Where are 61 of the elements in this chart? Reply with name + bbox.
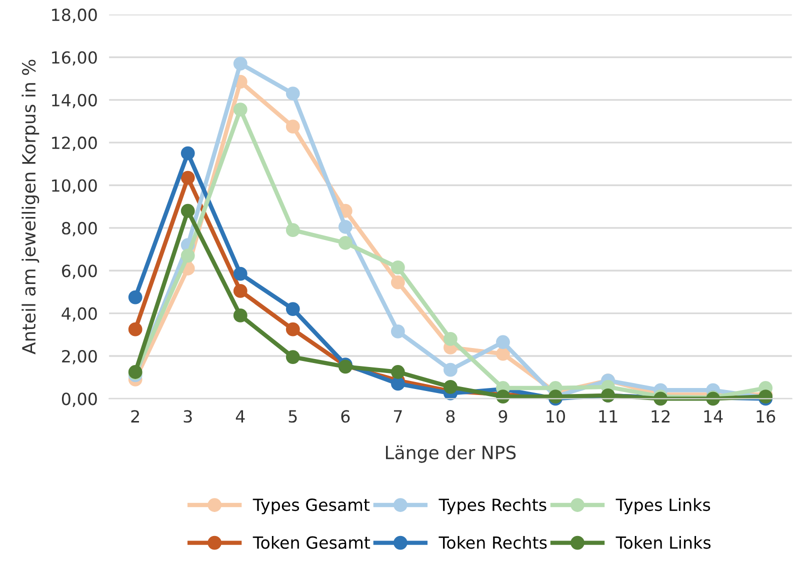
point — [390, 260, 405, 274]
point — [286, 86, 300, 100]
point — [128, 290, 142, 304]
y-axis-title: Anteil am jeweiligen Korpus in % — [22, 60, 40, 354]
point — [286, 322, 300, 336]
x-tick-label: 2 — [131, 410, 139, 422]
y-tick-label: 8,00 — [62, 222, 97, 236]
point — [390, 365, 405, 379]
point — [338, 220, 352, 234]
point — [233, 284, 248, 298]
x-tick-label: 8 — [446, 410, 455, 423]
x-tick-label: 5 — [288, 410, 297, 423]
y-tick-label: 0,00 — [62, 392, 97, 407]
x-tick-label: 10 — [546, 410, 565, 423]
point — [286, 302, 300, 316]
point — [390, 376, 405, 391]
point — [286, 223, 300, 238]
point — [390, 275, 405, 290]
x-tick-label: 6 — [341, 410, 350, 423]
point — [233, 56, 248, 71]
legend-label: Types Rechts — [438, 498, 546, 514]
point — [444, 362, 458, 377]
point — [180, 248, 195, 263]
x-tick-label: 12 — [652, 410, 670, 422]
x-tick-label: 7 — [394, 410, 402, 422]
x-axis-title: Länge der NPS — [386, 445, 516, 463]
point — [496, 335, 510, 350]
point — [233, 102, 248, 116]
point — [496, 346, 510, 361]
x-tick-label: 4 — [236, 410, 245, 422]
y-tick-label: 4,00 — [62, 307, 97, 322]
x-tick-label: 14 — [704, 410, 723, 422]
point — [233, 308, 248, 322]
point — [390, 324, 405, 338]
point — [180, 170, 195, 185]
legend-label: Token Links — [616, 536, 711, 549]
y-tick-label: 12,00 — [52, 136, 97, 151]
x-tick-label: 16 — [756, 410, 776, 423]
y-tick-label: 16,00 — [52, 51, 97, 66]
point — [496, 390, 510, 404]
y-tick-label: 10,00 — [52, 179, 97, 194]
point — [444, 332, 458, 346]
point — [180, 204, 195, 218]
point — [180, 146, 195, 160]
point — [338, 236, 352, 250]
y-tick-label: 6,00 — [62, 264, 97, 279]
x-tick-label: 3 — [184, 410, 192, 423]
y-tick-label: 2,00 — [62, 350, 97, 364]
legend-label: Types Gesamt — [252, 498, 370, 514]
x-tick-label: 9 — [498, 410, 508, 423]
point — [444, 380, 458, 394]
y-tick-label: 18,00 — [52, 8, 97, 23]
x-tick-label: 11 — [599, 410, 618, 422]
legend-label: Types Links — [616, 498, 710, 514]
point — [286, 120, 300, 134]
point — [128, 322, 142, 336]
point — [233, 266, 248, 281]
y-tick-label: 14,00 — [52, 94, 97, 108]
legend-label: Token Gesamt — [252, 536, 370, 549]
legend-label: Token Rechts — [438, 536, 547, 549]
point — [286, 350, 300, 364]
